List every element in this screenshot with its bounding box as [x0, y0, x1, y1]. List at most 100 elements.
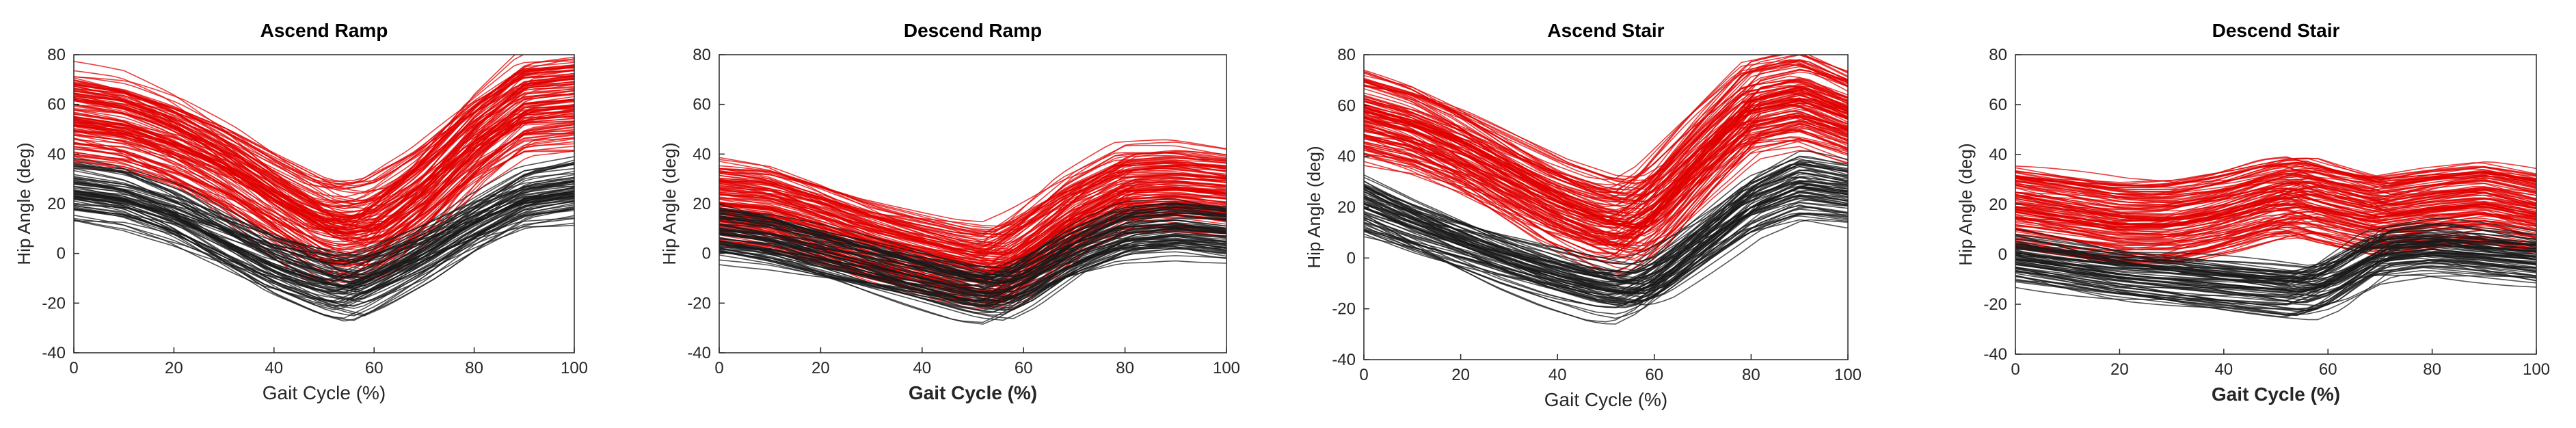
series-1-trial-line — [719, 169, 1226, 227]
series-1-trial-line — [2015, 197, 2536, 226]
series-2-trial-line — [1364, 182, 1848, 302]
y-tick-label: -40 — [687, 344, 711, 362]
series-2-trial-line — [2015, 241, 2536, 278]
chart-title: Descend Ramp — [904, 20, 1042, 41]
series-1-trial-line — [2015, 162, 2536, 196]
series-1-trial-line — [719, 180, 1226, 254]
x-tick-label: 40 — [1548, 366, 1567, 384]
series-2-line — [2015, 248, 2536, 293]
x-tick-label: 80 — [2423, 360, 2441, 379]
series-1-trial-line — [74, 75, 574, 184]
series-1-trial-line — [74, 92, 574, 237]
y-tick-label: 60 — [47, 96, 66, 114]
series-1-trial-line — [74, 150, 574, 258]
y-tick-label: 60 — [1337, 96, 1356, 115]
series-2-trial-line — [1364, 186, 1848, 267]
y-tick-label: 20 — [1989, 196, 2007, 214]
series-1-trial-line — [1364, 97, 1848, 204]
series-2-trial-line — [2015, 258, 2536, 302]
series-1-trial-line — [1364, 55, 1848, 197]
series-1-trial-line — [2015, 208, 2536, 235]
series-2-trial-line — [719, 204, 1226, 278]
series-2-trial-line — [1364, 161, 1848, 303]
series-2-trial-line — [1364, 194, 1848, 304]
y-tick-label: -40 — [42, 344, 66, 362]
series-2-trial-line — [2015, 274, 2536, 306]
chart-panel-3: 0 20 40 60 80 100 -40 -20 0 20 40 60 80 Ascend Stair G… — [1304, 20, 1862, 410]
series-1-trial-line — [1364, 116, 1848, 258]
series-1-trial-line — [1364, 128, 1848, 251]
series-1-trial-line — [1364, 79, 1848, 186]
series-1-line — [1364, 99, 1848, 224]
series-2-trial-line — [719, 231, 1226, 309]
series-2-trial-line — [74, 177, 574, 256]
series-1-trial-line — [1364, 138, 1848, 245]
x-tick-label: 60 — [365, 359, 384, 377]
series-1-trial-line — [719, 180, 1226, 255]
y-tick-label: 60 — [693, 96, 711, 114]
series-1-trial-line — [1364, 105, 1848, 254]
series-2-trial-line — [74, 156, 574, 280]
series-2-trial-line — [74, 200, 574, 304]
series-1-trial-line — [1364, 90, 1848, 200]
series-1-line — [2015, 196, 2536, 226]
y-tick-label: -40 — [1332, 351, 1356, 369]
series-2-trial-line — [1364, 191, 1848, 273]
chart-panel-2: 0 20 40 60 80 100 -40 -20 0 20 40 60 80 Descend Ramp G… — [659, 20, 1240, 403]
series-2-trial-line — [2015, 258, 2536, 298]
series-2-trial-line — [1364, 215, 1848, 296]
series-1-trial-line — [2015, 221, 2536, 246]
series-1-trial-line — [1364, 98, 1848, 244]
chart-panel-4: 0 20 40 60 80 100 -40 -20 0 20 40 60 80 Descend Stair… — [1955, 20, 2550, 405]
series-1-trial-line — [74, 99, 574, 230]
series-2-trial-line — [2015, 261, 2536, 312]
y-tick-label: 40 — [1337, 148, 1356, 166]
series-2-trial-line — [74, 198, 574, 309]
y-tick-label: 40 — [1989, 146, 2007, 164]
series-1-trial-line — [1364, 60, 1848, 205]
series-2-trial-line — [719, 226, 1226, 310]
y-tick-label: 80 — [47, 46, 66, 64]
series-2-trial-line — [1364, 179, 1848, 298]
x-tick-label: 0 — [714, 359, 723, 377]
series-1-trial-line — [1364, 116, 1848, 261]
series-1-trial-line — [2015, 181, 2536, 208]
y-tick-label: -20 — [687, 294, 711, 312]
y-tick-label: 0 — [1998, 245, 2007, 264]
y-tick-label: -20 — [1332, 300, 1356, 319]
series-1-trial-line — [1364, 59, 1848, 184]
series-1-trial-line — [2015, 213, 2536, 236]
series-2-trial-line — [74, 170, 574, 289]
series-2-trial-line — [719, 202, 1226, 280]
series-2-trial-line — [719, 242, 1226, 314]
series-1-trial-line — [74, 65, 574, 226]
series-1-trial-line — [2015, 202, 2536, 232]
x-tick-label: 80 — [465, 359, 483, 377]
x-tick-label: 40 — [265, 359, 283, 377]
series-2-trial-line — [1364, 183, 1848, 286]
series-2-trial-line — [1364, 156, 1848, 289]
series-2-line — [1364, 186, 1848, 295]
x-tick-label: 0 — [1359, 366, 1368, 384]
y-tick-label: -20 — [1983, 295, 2007, 314]
series-1-trial-line — [2015, 156, 2536, 187]
x-tick-label: 100 — [1834, 366, 1862, 384]
series-1-trial-line — [1364, 85, 1848, 191]
series-2-trial-line — [2015, 265, 2536, 316]
series-2-trial-line — [2015, 217, 2536, 280]
series-1-trial-line — [2015, 187, 2536, 222]
series-1-trial-line — [1364, 115, 1848, 225]
series-group — [74, 55, 574, 322]
series-1-trial-line — [719, 196, 1226, 273]
y-tick-label: 20 — [693, 195, 711, 213]
series-2-trial-line — [2015, 260, 2536, 321]
x-tick-label: 100 — [561, 359, 588, 377]
series-2-trial-line — [2015, 254, 2536, 310]
series-2-trial-line — [1364, 182, 1848, 283]
series-1-trial-line — [74, 75, 574, 219]
series-1-trial-line — [2015, 193, 2536, 218]
chart-title: Ascend Stair — [1547, 20, 1664, 41]
series-1-trial-line — [2015, 166, 2536, 188]
series-2-trial-line — [74, 189, 574, 273]
